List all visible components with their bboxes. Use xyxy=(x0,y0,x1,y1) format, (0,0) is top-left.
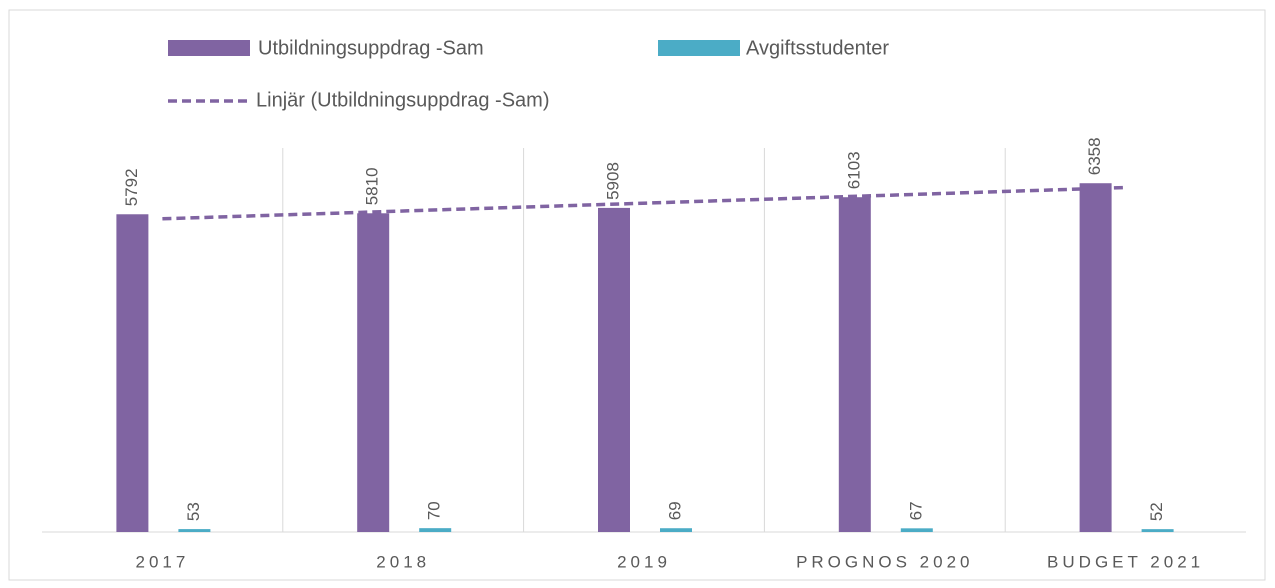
legend-label: Avgiftsstudenter xyxy=(746,37,889,59)
x-tick-label: 2018 xyxy=(376,552,430,571)
bar xyxy=(1079,183,1112,532)
data-label: 5792 xyxy=(122,168,141,206)
data-label: 53 xyxy=(184,502,203,521)
bar xyxy=(660,528,692,532)
data-label: 70 xyxy=(425,501,444,520)
chart-frame xyxy=(8,9,1266,581)
bar xyxy=(116,214,149,532)
bar xyxy=(178,529,211,532)
data-label: 6358 xyxy=(1085,137,1104,175)
x-tick-label: 2017 xyxy=(135,552,189,571)
trend-line xyxy=(162,185,1126,221)
legend-swatch xyxy=(658,40,740,56)
bar xyxy=(598,207,630,533)
data-label: 52 xyxy=(1147,502,1166,521)
data-label: 69 xyxy=(665,501,684,520)
legend-label: Utbildningsuppdrag -Sam xyxy=(258,37,484,59)
data-label: 5908 xyxy=(603,162,622,200)
bar xyxy=(900,528,933,532)
legend-label: Linjär (Utbildningsuppdrag -Sam) xyxy=(256,89,549,111)
bar xyxy=(357,213,390,532)
x-tick-label: PROGNOS 2020 xyxy=(796,552,973,571)
data-label: 5810 xyxy=(363,167,382,205)
legend-swatch xyxy=(168,40,250,56)
data-label: 67 xyxy=(906,501,925,520)
x-tick-label: BUDGET 2021 xyxy=(1047,552,1204,571)
x-tick-label: 2019 xyxy=(617,552,671,571)
bar xyxy=(838,197,871,533)
data-label: 6103 xyxy=(844,151,863,189)
bar xyxy=(1141,529,1174,532)
bar xyxy=(419,528,452,532)
